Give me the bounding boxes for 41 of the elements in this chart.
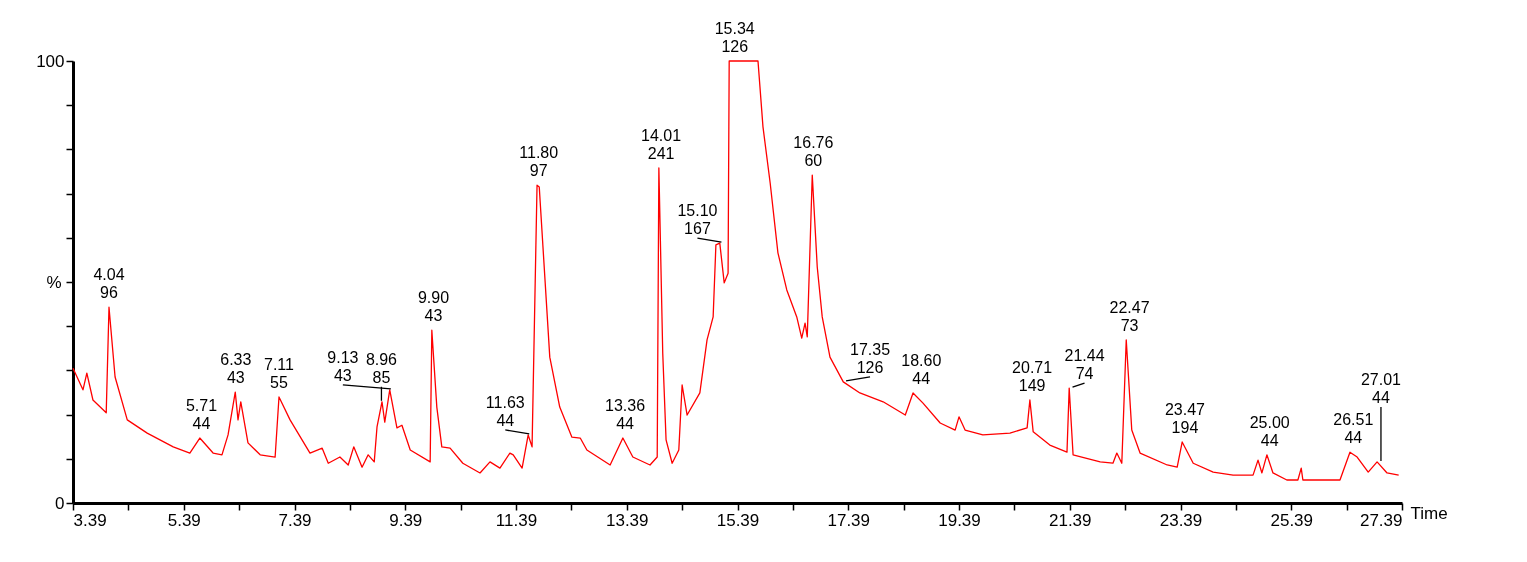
line-series (72, 60, 1400, 481)
x-tick-label: 7.39 (278, 510, 312, 530)
annotation: 14.01 241 (641, 126, 682, 162)
x-tick-label: 27.39 (1359, 510, 1403, 530)
x-tick-label: 21.39 (1048, 510, 1092, 530)
annotation: 20.71 149 (1012, 359, 1053, 395)
annotation: 15.10 167 (677, 202, 718, 238)
annotation: 27.01 44 (1360, 370, 1402, 406)
annotation: 8.96 85 (365, 350, 398, 386)
annotation: 21.44 74 (1064, 347, 1105, 383)
x-tick-label: 25.39 (1270, 510, 1314, 530)
x-tick-label: 3.39 (73, 510, 107, 530)
annotation: 7.11 55 (264, 355, 295, 391)
annotation: 26.51 44 (1333, 411, 1374, 447)
annotation: 22.47 73 (1109, 298, 1150, 334)
annotation: 23.47 194 (1164, 401, 1206, 436)
annotation: 15.34 126 (714, 20, 755, 55)
y-tick-label: 0 (55, 493, 65, 513)
annotation: 18.60 44 (901, 351, 942, 387)
annotation: 13.36 44 (605, 397, 646, 433)
annotation: 9.13 43 (327, 348, 359, 384)
x-tick-label: 19.39 (938, 510, 981, 530)
annotation: 11.80 97 (519, 144, 559, 180)
annotation: 4.04 96 (93, 266, 125, 302)
x-tick-label: 9.39 (389, 510, 423, 530)
annotation: 16.76 60 (793, 134, 834, 170)
x-tick-label: 5.39 (167, 510, 201, 530)
y-tick-label: 100 (36, 51, 65, 71)
x-tick-label: 15.39 (716, 510, 760, 530)
annotation: 6.33 43 (220, 351, 252, 387)
x-tick-label: 11.39 (495, 510, 538, 530)
x-axis-title: Time (1410, 503, 1448, 523)
annotation: 11.63 44 (485, 393, 525, 429)
annotation: 17.35 126 (850, 340, 891, 376)
x-tick-label: 23.39 (1159, 510, 1203, 530)
x-tick-label: 17.39 (827, 510, 871, 530)
annotation: 9.90 43 (417, 289, 450, 325)
annotation: 25.00 44 (1249, 413, 1290, 449)
y-axis-title: % (46, 272, 62, 292)
annotation: 5.71 44 (185, 397, 218, 433)
x-tick-label: 13.39 (605, 510, 649, 530)
